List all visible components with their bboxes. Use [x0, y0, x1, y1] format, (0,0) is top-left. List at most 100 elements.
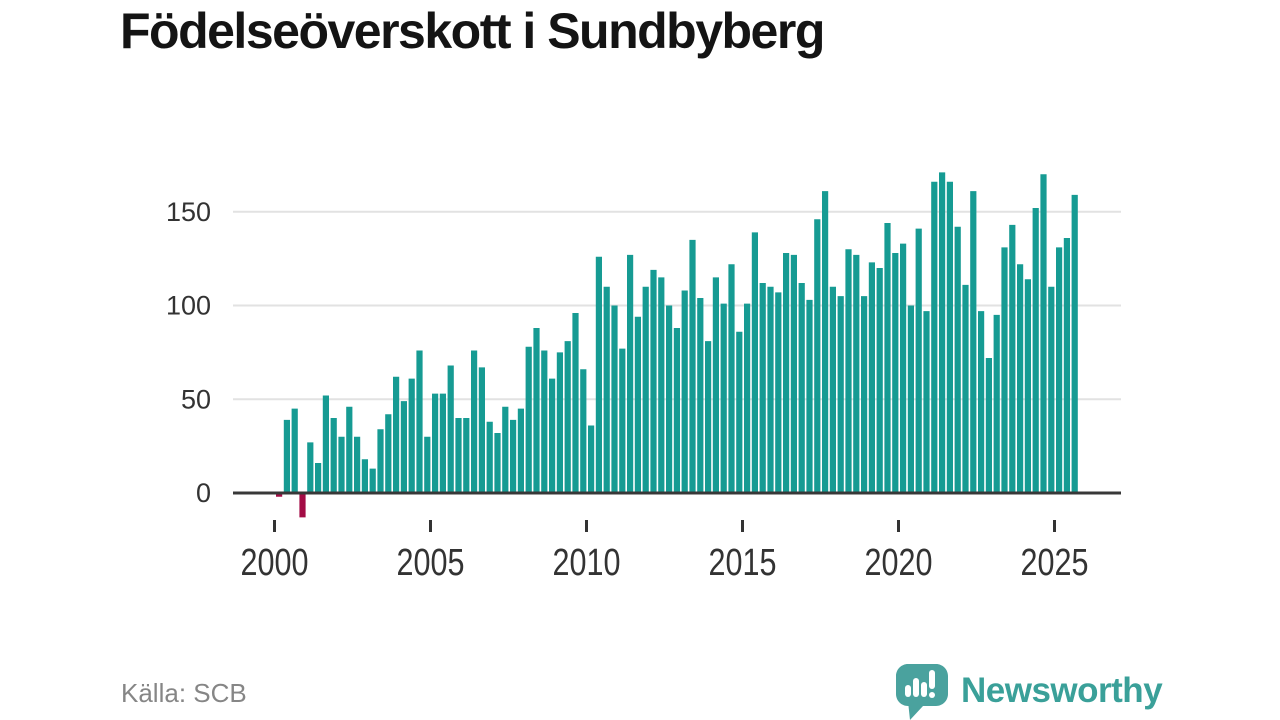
bar [330, 418, 337, 493]
bar [728, 264, 735, 493]
bar [307, 442, 314, 493]
x-tick-label: 2005 [397, 542, 465, 584]
bar [666, 305, 673, 493]
mini-bar-1 [905, 685, 911, 697]
bar [697, 298, 704, 493]
exclamation-dot [929, 692, 935, 698]
bar [783, 253, 790, 493]
mini-bar-3 [921, 682, 927, 697]
bar [346, 406, 353, 493]
bar [595, 256, 602, 493]
bar [1017, 264, 1024, 493]
bar [1040, 174, 1047, 493]
chart-title: Födelseöverskott i Sundbyberg [120, 3, 825, 59]
bar [486, 421, 493, 493]
bar [876, 268, 883, 493]
bar [806, 299, 813, 493]
bar [907, 305, 914, 493]
bar [564, 341, 571, 493]
mini-bar-2 [913, 678, 919, 697]
bar [884, 223, 891, 493]
bar [689, 239, 696, 493]
bar [611, 305, 618, 493]
bar [432, 393, 439, 493]
bar [751, 232, 758, 493]
bar [720, 303, 727, 493]
bar [322, 395, 329, 493]
bar [533, 328, 540, 493]
exclamation-stem [929, 670, 935, 689]
x-tick-label: 2015 [709, 542, 777, 584]
bar [447, 365, 454, 493]
bar [946, 181, 953, 493]
bar [416, 350, 423, 493]
bar [822, 191, 829, 493]
source-note: Källa: SCB [121, 678, 247, 708]
bar [1001, 247, 1008, 493]
bar [1048, 286, 1055, 493]
bar [1056, 247, 1063, 493]
bar [627, 254, 634, 493]
bar [588, 425, 595, 493]
bar [377, 429, 384, 493]
bar [393, 376, 400, 493]
bar [915, 228, 922, 493]
bar [962, 284, 969, 493]
bar [985, 358, 992, 493]
bar [712, 277, 719, 493]
bar [1063, 238, 1070, 493]
bar [385, 414, 392, 493]
bar [315, 463, 322, 493]
bar [744, 303, 751, 493]
bar [900, 243, 907, 493]
bar [439, 393, 446, 493]
bar-negative [276, 493, 283, 497]
newsworthy-logo-icon [896, 664, 948, 720]
bar [1032, 208, 1039, 493]
bar [642, 286, 649, 493]
bar [861, 296, 868, 493]
bar [845, 249, 852, 493]
bar [970, 191, 977, 493]
bar [759, 283, 766, 493]
bar [291, 408, 298, 493]
bar [790, 254, 797, 493]
bar [517, 408, 524, 493]
bar [658, 277, 665, 493]
bar [673, 328, 680, 493]
bar [510, 419, 517, 493]
bar [954, 226, 961, 493]
bar [369, 468, 376, 493]
bar [798, 283, 805, 493]
bar [993, 314, 1000, 493]
bar-negative [299, 493, 306, 518]
bar [408, 378, 415, 493]
bar [853, 254, 860, 493]
y-tick-label: 100 [166, 291, 211, 321]
bar [681, 290, 688, 493]
bar [892, 253, 899, 493]
bar [705, 341, 712, 493]
bar [494, 433, 501, 493]
bar [541, 350, 548, 493]
bar [650, 269, 657, 493]
bar [1009, 224, 1016, 493]
x-tick-label: 2020 [865, 542, 933, 584]
newsworthy-wordmark: Newsworthy [961, 671, 1163, 710]
bar [939, 172, 946, 493]
bar [463, 418, 470, 493]
bar [361, 459, 368, 493]
bar [1024, 279, 1031, 493]
bar [478, 367, 485, 493]
bar [502, 406, 509, 493]
newsworthy-logo: Newsworthy [894, 662, 1163, 720]
bar [525, 346, 532, 493]
bar [603, 286, 610, 493]
bar [868, 262, 875, 493]
bar [1071, 194, 1078, 493]
x-tick-label: 2010 [553, 542, 621, 584]
y-tick-label: 50 [181, 384, 211, 414]
bar [283, 419, 290, 493]
